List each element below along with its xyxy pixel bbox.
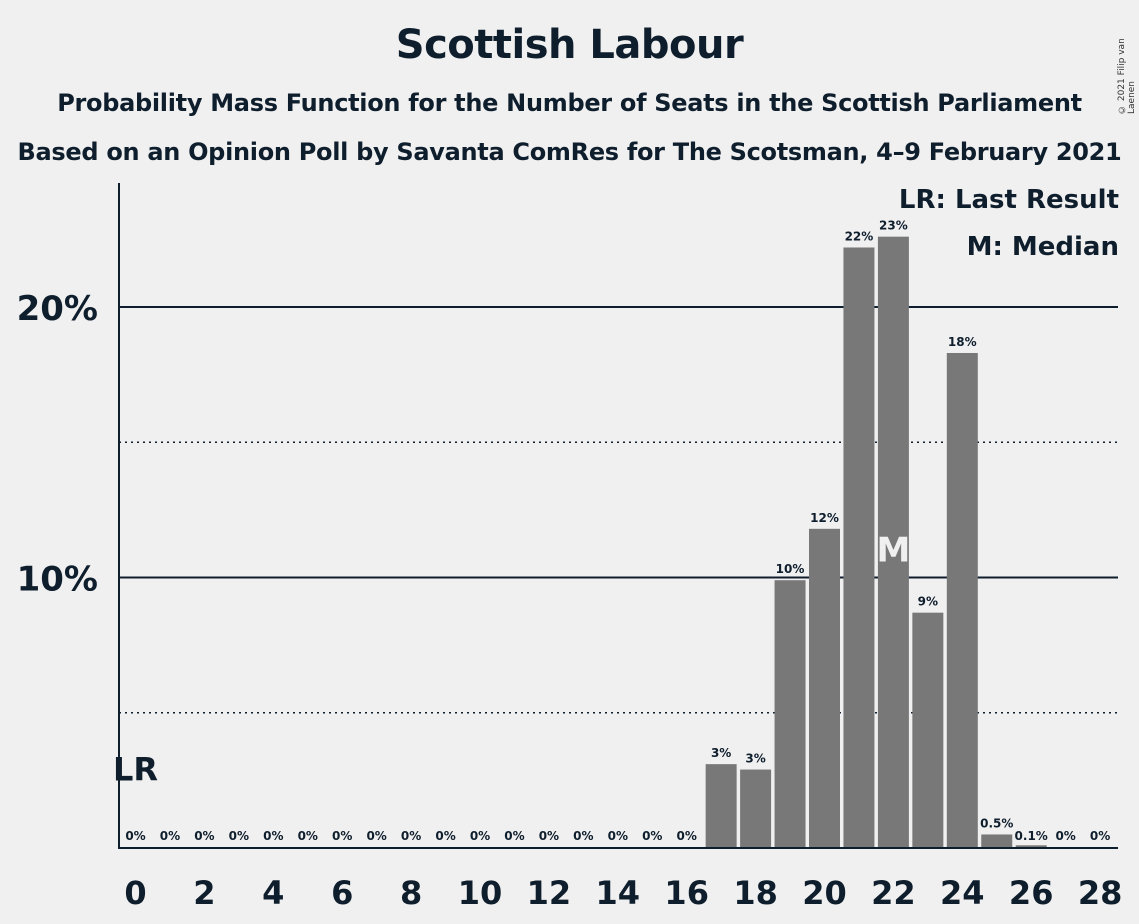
last-result-marker: LR	[113, 750, 158, 788]
x-tick-label: 8	[400, 874, 422, 912]
data-label-22: 23%	[879, 219, 908, 233]
bar-21	[843, 247, 875, 849]
data-label-13: 0%	[573, 829, 593, 843]
data-label-27: 0%	[1055, 829, 1075, 843]
data-label-25: 0.5%	[980, 816, 1013, 830]
data-label-26: 0.1%	[1015, 829, 1048, 843]
data-label-19: 10%	[776, 562, 805, 576]
bar-20	[809, 528, 840, 848]
chart-title: Scottish Labour	[395, 22, 744, 68]
data-label-15: 0%	[642, 829, 662, 843]
x-tick-label: 16	[664, 874, 709, 912]
bar-24	[946, 352, 978, 848]
data-label-16: 0%	[677, 829, 697, 843]
bar-18	[740, 769, 772, 848]
bar-19	[774, 580, 806, 848]
chart-subtitle: Probability Mass Function for the Number…	[57, 89, 1082, 117]
data-label-23: 9%	[918, 595, 938, 609]
bar-26	[1015, 845, 1047, 848]
bar-22	[877, 236, 909, 849]
data-label-12: 0%	[539, 829, 559, 843]
x-tick-label: 14	[596, 874, 641, 912]
x-tick-label: 0	[124, 874, 146, 912]
data-label-4: 0%	[263, 829, 283, 843]
x-tick-label: 12	[527, 874, 572, 912]
data-label-8: 0%	[401, 829, 421, 843]
x-tick-label: 20	[802, 874, 847, 912]
x-tick-label: 4	[262, 874, 284, 912]
x-tick-label: 6	[331, 874, 353, 912]
data-label-18: 3%	[745, 752, 765, 766]
data-label-7: 0%	[366, 829, 386, 843]
data-label-10: 0%	[470, 829, 490, 843]
data-label-17: 3%	[711, 746, 731, 760]
data-label-3: 0%	[229, 829, 249, 843]
data-label-11: 0%	[504, 829, 524, 843]
data-label-24: 18%	[948, 335, 977, 349]
x-tick-label: 2	[193, 874, 215, 912]
x-tick-label: 18	[733, 874, 778, 912]
x-tick-label: 24	[940, 874, 985, 912]
data-label-6: 0%	[332, 829, 352, 843]
y-tick-label: 10%	[17, 560, 98, 600]
bar-25	[981, 834, 1013, 848]
data-label-0: 0%	[125, 829, 145, 843]
chart-source-subtitle: Based on an Opinion Poll by Savanta ComR…	[17, 138, 1122, 166]
y-tick-label: 20%	[17, 289, 98, 329]
x-tick-label: 10	[458, 874, 503, 912]
x-tick-label: 26	[1009, 874, 1054, 912]
data-label-20: 12%	[810, 511, 839, 525]
legend-last-result: LR: Last Result	[898, 185, 1119, 215]
data-label-1: 0%	[160, 829, 180, 843]
data-label-14: 0%	[608, 829, 628, 843]
bar-17	[705, 764, 737, 848]
data-label-2: 0%	[194, 829, 214, 843]
bar-23	[912, 612, 944, 848]
data-label-9: 0%	[435, 829, 455, 843]
data-label-21: 22%	[845, 229, 874, 243]
x-tick-label: 22	[871, 874, 916, 912]
data-label-28: 0%	[1090, 829, 1110, 843]
legend-median: M: Median	[966, 232, 1119, 262]
x-tick-label: 28	[1078, 874, 1123, 912]
data-label-5: 0%	[298, 829, 318, 843]
median-marker: M	[876, 531, 910, 571]
